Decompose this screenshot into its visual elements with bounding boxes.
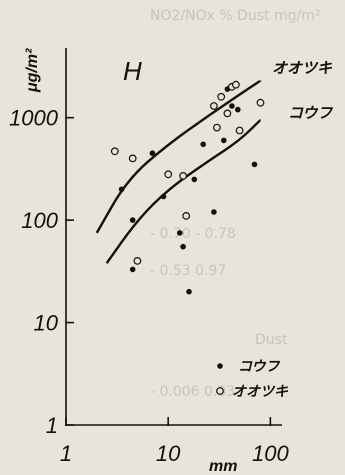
point-otsuki-8 <box>217 92 226 101</box>
legend-marker-otsuki <box>216 387 224 395</box>
point-kofu-13 <box>229 103 235 109</box>
point-otsuki-13 <box>256 98 265 107</box>
point-otsuki-4 <box>179 171 188 180</box>
trend-label-otsuki: オオツキ <box>272 59 333 77</box>
background-text-1: NO2/NOx % Dust mg/m² <box>150 8 321 24</box>
point-kofu-3 <box>149 150 156 156</box>
chart-labels: H μg/m² mm オオツキ コウフ <box>24 48 333 475</box>
legend-label-kofu: コウフ <box>238 359 280 375</box>
y-tick-label-2: 100 <box>21 208 58 233</box>
point-kofu-8 <box>191 176 198 183</box>
y-tick-label-3: 1000 <box>9 106 59 131</box>
point-otsuki-11 <box>231 80 240 89</box>
point-otsuki-0 <box>110 147 119 156</box>
point-kofu-2 <box>129 217 136 223</box>
background-text-4: Dust <box>255 332 288 348</box>
point-kofu-9 <box>200 141 206 148</box>
point-kofu-11 <box>221 137 227 144</box>
point-kofu-1 <box>129 266 136 273</box>
background-text-5: - 0.006 0.93 <box>150 384 236 400</box>
x-tick-label-0: 1 <box>60 441 72 466</box>
y-axis-unit: μg/m² <box>24 48 41 93</box>
point-kofu-4 <box>160 193 167 200</box>
point-kofu-6 <box>180 243 186 250</box>
y-axis-ticks: 1 10 100 1000 <box>9 106 74 438</box>
y-tick-label-0: 1 <box>46 413 58 438</box>
point-kofu-15 <box>251 161 258 168</box>
point-otsuki-6 <box>209 102 218 110</box>
point-otsuki-3 <box>164 170 173 179</box>
background-text-3: - 0.53 0.97 <box>150 263 227 279</box>
x-axis-unit: mm <box>209 458 237 475</box>
point-kofu-7 <box>186 288 192 295</box>
data-points <box>110 80 265 295</box>
y-tick-label-1: 10 <box>34 311 59 336</box>
point-kofu-5 <box>177 230 183 236</box>
point-otsuki-9 <box>223 109 232 118</box>
background-text-2: - 0.70 - 0.78 <box>150 226 236 242</box>
legend-marker-kofu <box>217 363 223 369</box>
panel-label: H <box>123 56 142 86</box>
x-tick-label-1: 10 <box>156 441 181 466</box>
trend-lines <box>95 79 262 264</box>
point-otsuki-7 <box>212 123 221 132</box>
legend-label-otsuki: オオツキ <box>232 384 289 400</box>
trend-line-otsuki <box>95 79 262 234</box>
point-otsuki-1 <box>128 154 137 163</box>
point-kofu-14 <box>235 106 241 113</box>
trend-label-kofu: コウフ <box>288 104 333 122</box>
x-axis-ticks: 1 10 100 <box>60 417 289 466</box>
point-kofu-10 <box>211 209 217 215</box>
point-otsuki-12 <box>235 126 244 135</box>
legend: コウフ オオツキ <box>216 359 289 400</box>
x-tick-label-2: 100 <box>252 441 289 466</box>
axes <box>65 48 282 426</box>
point-otsuki-2 <box>133 257 142 265</box>
point-kofu-0 <box>118 186 125 193</box>
point-otsuki-5 <box>182 211 191 220</box>
trend-line-kofu <box>105 118 262 264</box>
